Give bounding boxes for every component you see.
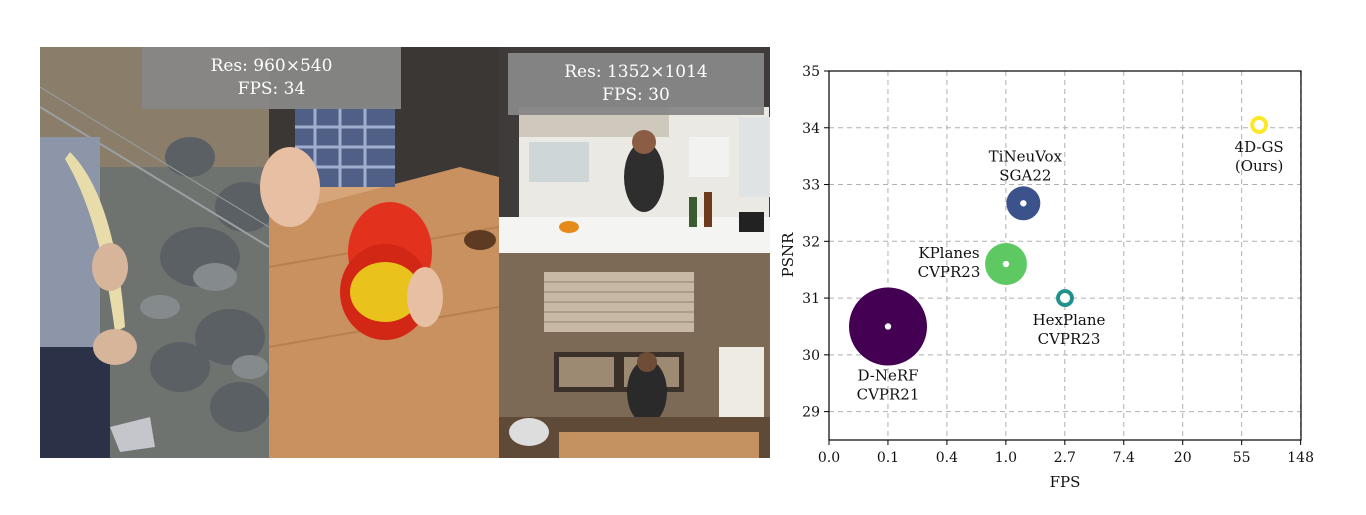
x-tick-label: 7.4: [1113, 450, 1135, 466]
x-tick-label: 2.7: [1054, 450, 1076, 466]
psnr-vs-fps-chart: 29 30 31 32 33 34 35 0.0 0.1 0.4 1.0 2.7 7.4 20 55 148…: [779, 64, 1314, 491]
y-tick-label: 30: [802, 348, 820, 364]
point-label-venue: (Ours): [1235, 157, 1284, 175]
left-resolution-fps-label: Res: 960×540 FPS: 34: [142, 47, 401, 109]
point-label-name: 4D-GS: [1235, 138, 1284, 156]
x-tick-label: 0.0: [818, 450, 840, 466]
y-tick-label: 33: [802, 178, 820, 194]
x-tick-label: 1.0: [995, 450, 1017, 466]
x-axis-title: FPS: [1050, 473, 1081, 491]
y-axis-title: PSNR: [779, 232, 797, 277]
right-fps-text: FPS: 30: [602, 85, 670, 105]
left-fps-text: FPS: 34: [237, 79, 306, 99]
point-hexplane: [1056, 289, 1074, 308]
y-tick-label: 29: [802, 405, 820, 421]
x-tick-label: 0.4: [936, 450, 958, 466]
y-tick-label: 35: [802, 64, 820, 80]
point-4d-gs: [1250, 116, 1269, 134]
point-label-name: D-NeRF: [857, 366, 918, 384]
data-point-labels: D-NeRFCVPR21KPlanesCVPR23HexPlaneCVPR23T…: [857, 138, 1284, 404]
point-label-name: KPlanes: [918, 244, 979, 262]
left-scene-image: Res: 960×540 FPS: 34: [40, 47, 499, 458]
x-axis-ticks: 0.0 0.1 0.4 1.0 2.7 7.4 20 55 148: [818, 440, 1314, 466]
point-center-dot: [1002, 260, 1010, 268]
x-tick-label: 55: [1233, 450, 1251, 466]
point-label-venue: CVPR23: [918, 263, 981, 281]
point-center-dot: [884, 323, 892, 330]
x-tick-label: 148: [1287, 450, 1314, 466]
y-axis-ticks: 29 30 31 32 33 34 35: [802, 64, 829, 421]
point-label-name: TiNeuVox: [989, 147, 1063, 165]
point-center-dot: [1020, 200, 1027, 207]
y-tick-label: 34: [802, 121, 820, 137]
point-label-venue: CVPR21: [857, 385, 920, 403]
right-scene-image: Res: 1352×1014 FPS: 30: [499, 47, 770, 458]
right-resolution-fps-label: Res: 1352×1014 FPS: 30: [508, 53, 764, 115]
data-points: [849, 116, 1269, 366]
point-label-venue: CVPR23: [1038, 330, 1101, 348]
point-label-name: HexPlane: [1033, 311, 1106, 329]
point-label-venue: SGA22: [999, 166, 1051, 184]
y-tick-label: 32: [802, 234, 820, 250]
left-resolution-text: Res: 960×540: [210, 56, 333, 76]
right-resolution-text: Res: 1352×1014: [564, 62, 708, 82]
x-tick-label: 0.1: [877, 450, 899, 466]
y-tick-label: 31: [802, 291, 820, 307]
x-tick-label: 20: [1174, 450, 1192, 466]
